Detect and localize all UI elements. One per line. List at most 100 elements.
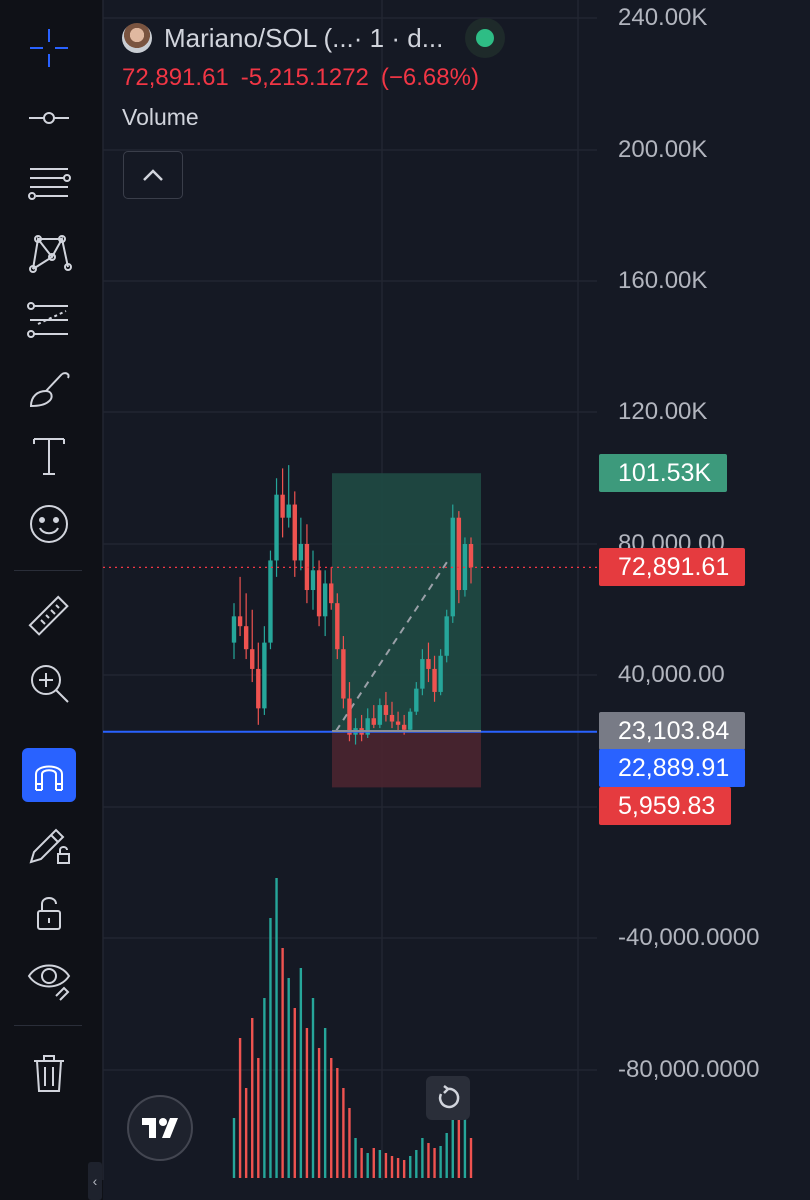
volume-series	[232, 878, 473, 1178]
volume-bar	[378, 1150, 382, 1178]
candle-body	[298, 544, 304, 561]
toolbar-divider	[14, 570, 82, 571]
chart-overlays	[103, 566, 597, 733]
volume-bar	[275, 878, 278, 1178]
volume-bar	[390, 1156, 394, 1178]
candle-body	[365, 718, 370, 735]
candle-body	[274, 494, 279, 561]
trend-line-icon[interactable]	[22, 91, 76, 145]
xabcd-pattern-icon[interactable]	[22, 225, 76, 279]
candle-body	[341, 649, 346, 699]
eye-icon[interactable]	[22, 952, 76, 1006]
candle-body	[401, 724, 407, 730]
volume-bar	[293, 1008, 296, 1178]
candle-body	[395, 721, 401, 725]
volume-bar	[433, 1148, 436, 1178]
symbol-interval[interactable]: · 1 · d...	[353, 22, 444, 53]
reset-icon	[438, 1085, 460, 1109]
volume-bar	[348, 1108, 351, 1178]
tradingview-logo[interactable]	[127, 1095, 193, 1161]
candle-body	[408, 711, 413, 730]
candle-body	[243, 626, 249, 650]
volume-bar	[257, 1058, 260, 1178]
candle-body	[310, 570, 316, 591]
volume-bar	[445, 1133, 448, 1178]
drawing-toolbar	[0, 0, 97, 1200]
chart-legend: Mariano/SOL (... · 1 · d... 72,891.61 -5,…	[122, 18, 506, 131]
volume-bar	[451, 1088, 454, 1178]
symbol-title[interactable]: Mariano/SOL (...	[164, 22, 354, 53]
position-dashed-line	[335, 559, 449, 732]
candle-body	[262, 642, 267, 709]
trash-icon[interactable]	[22, 1046, 76, 1100]
volume-bar	[311, 998, 315, 1178]
candle-body	[322, 583, 328, 617]
candle-body	[231, 616, 237, 643]
candle-body	[250, 649, 255, 669]
zoom-in-icon[interactable]	[22, 656, 76, 710]
candle-body	[268, 560, 273, 643]
legend-last-price: 72,891.61	[122, 64, 229, 91]
magnet-icon[interactable]	[22, 748, 76, 802]
candle-body	[347, 698, 352, 735]
lock-icon[interactable]	[22, 885, 76, 939]
volume-bar	[354, 1138, 357, 1178]
volume-bar	[427, 1143, 430, 1178]
price-axis-label: -40,000.0000	[618, 924, 760, 951]
legend-change: -5,215.1272	[240, 64, 369, 91]
volume-bar	[281, 948, 284, 1178]
lock-drawing-icon[interactable]	[22, 817, 76, 871]
volume-bar	[415, 1150, 418, 1178]
price-axis-label: 240.00K	[618, 4, 708, 31]
loss-zone	[332, 731, 481, 788]
candle-body	[316, 570, 322, 617]
forecast-icon[interactable]	[22, 293, 76, 347]
volume-bar	[251, 1018, 254, 1178]
ruler-icon[interactable]	[22, 589, 76, 643]
price-axis-label: 120.00K	[618, 398, 708, 425]
text-icon[interactable]	[22, 429, 76, 483]
volume-bar	[269, 918, 272, 1178]
volume-bar	[384, 1153, 388, 1178]
candle-body	[383, 705, 389, 715]
volume-bar	[360, 1148, 363, 1178]
fib-retracement-icon[interactable]	[22, 158, 76, 212]
candle-body	[438, 655, 443, 692]
price-axis-label: 160.00K	[618, 267, 708, 294]
candle-body	[237, 616, 243, 627]
candle-body	[335, 603, 340, 650]
candle-body	[389, 714, 395, 722]
candle-body	[468, 544, 474, 568]
toolbar-collapse-tab[interactable]: ‹	[88, 1162, 102, 1200]
volume-bar	[317, 1048, 321, 1178]
candle-body	[280, 494, 285, 518]
candle-body	[256, 668, 261, 709]
volume-bar	[330, 1058, 333, 1178]
emoji-icon[interactable]	[22, 497, 76, 551]
market-status-indicator[interactable]	[465, 18, 506, 58]
price-axis-label: 40,000.00	[618, 661, 725, 688]
volume-indicator-label[interactable]: Volume	[122, 104, 199, 130]
candle-body	[420, 659, 425, 689]
volume-bar	[396, 1158, 400, 1178]
volume-bar	[263, 998, 266, 1178]
volume-bar	[342, 1088, 345, 1178]
volume-bar	[238, 1038, 242, 1178]
reset-chart-button[interactable]	[426, 1076, 470, 1120]
brush-icon[interactable]	[22, 362, 76, 416]
collapse-indicators-button[interactable]	[123, 151, 183, 199]
symbol-avatar	[122, 23, 152, 53]
candle-body	[329, 583, 334, 604]
volume-bar	[457, 1108, 461, 1178]
crosshair-icon[interactable]	[22, 21, 76, 75]
volume-bar	[402, 1160, 406, 1178]
price-axis-label: -80,000.0000	[618, 1056, 760, 1083]
chevron-up-icon	[143, 169, 163, 181]
candle-body	[286, 504, 291, 518]
last-price-tag: 72,891.61	[599, 548, 746, 586]
volume-bar	[336, 1068, 339, 1178]
entry-price-tag: 23,103.84	[599, 712, 746, 750]
legend-change-percent: (−6.68%)	[380, 64, 479, 91]
candle-body	[371, 718, 376, 725]
